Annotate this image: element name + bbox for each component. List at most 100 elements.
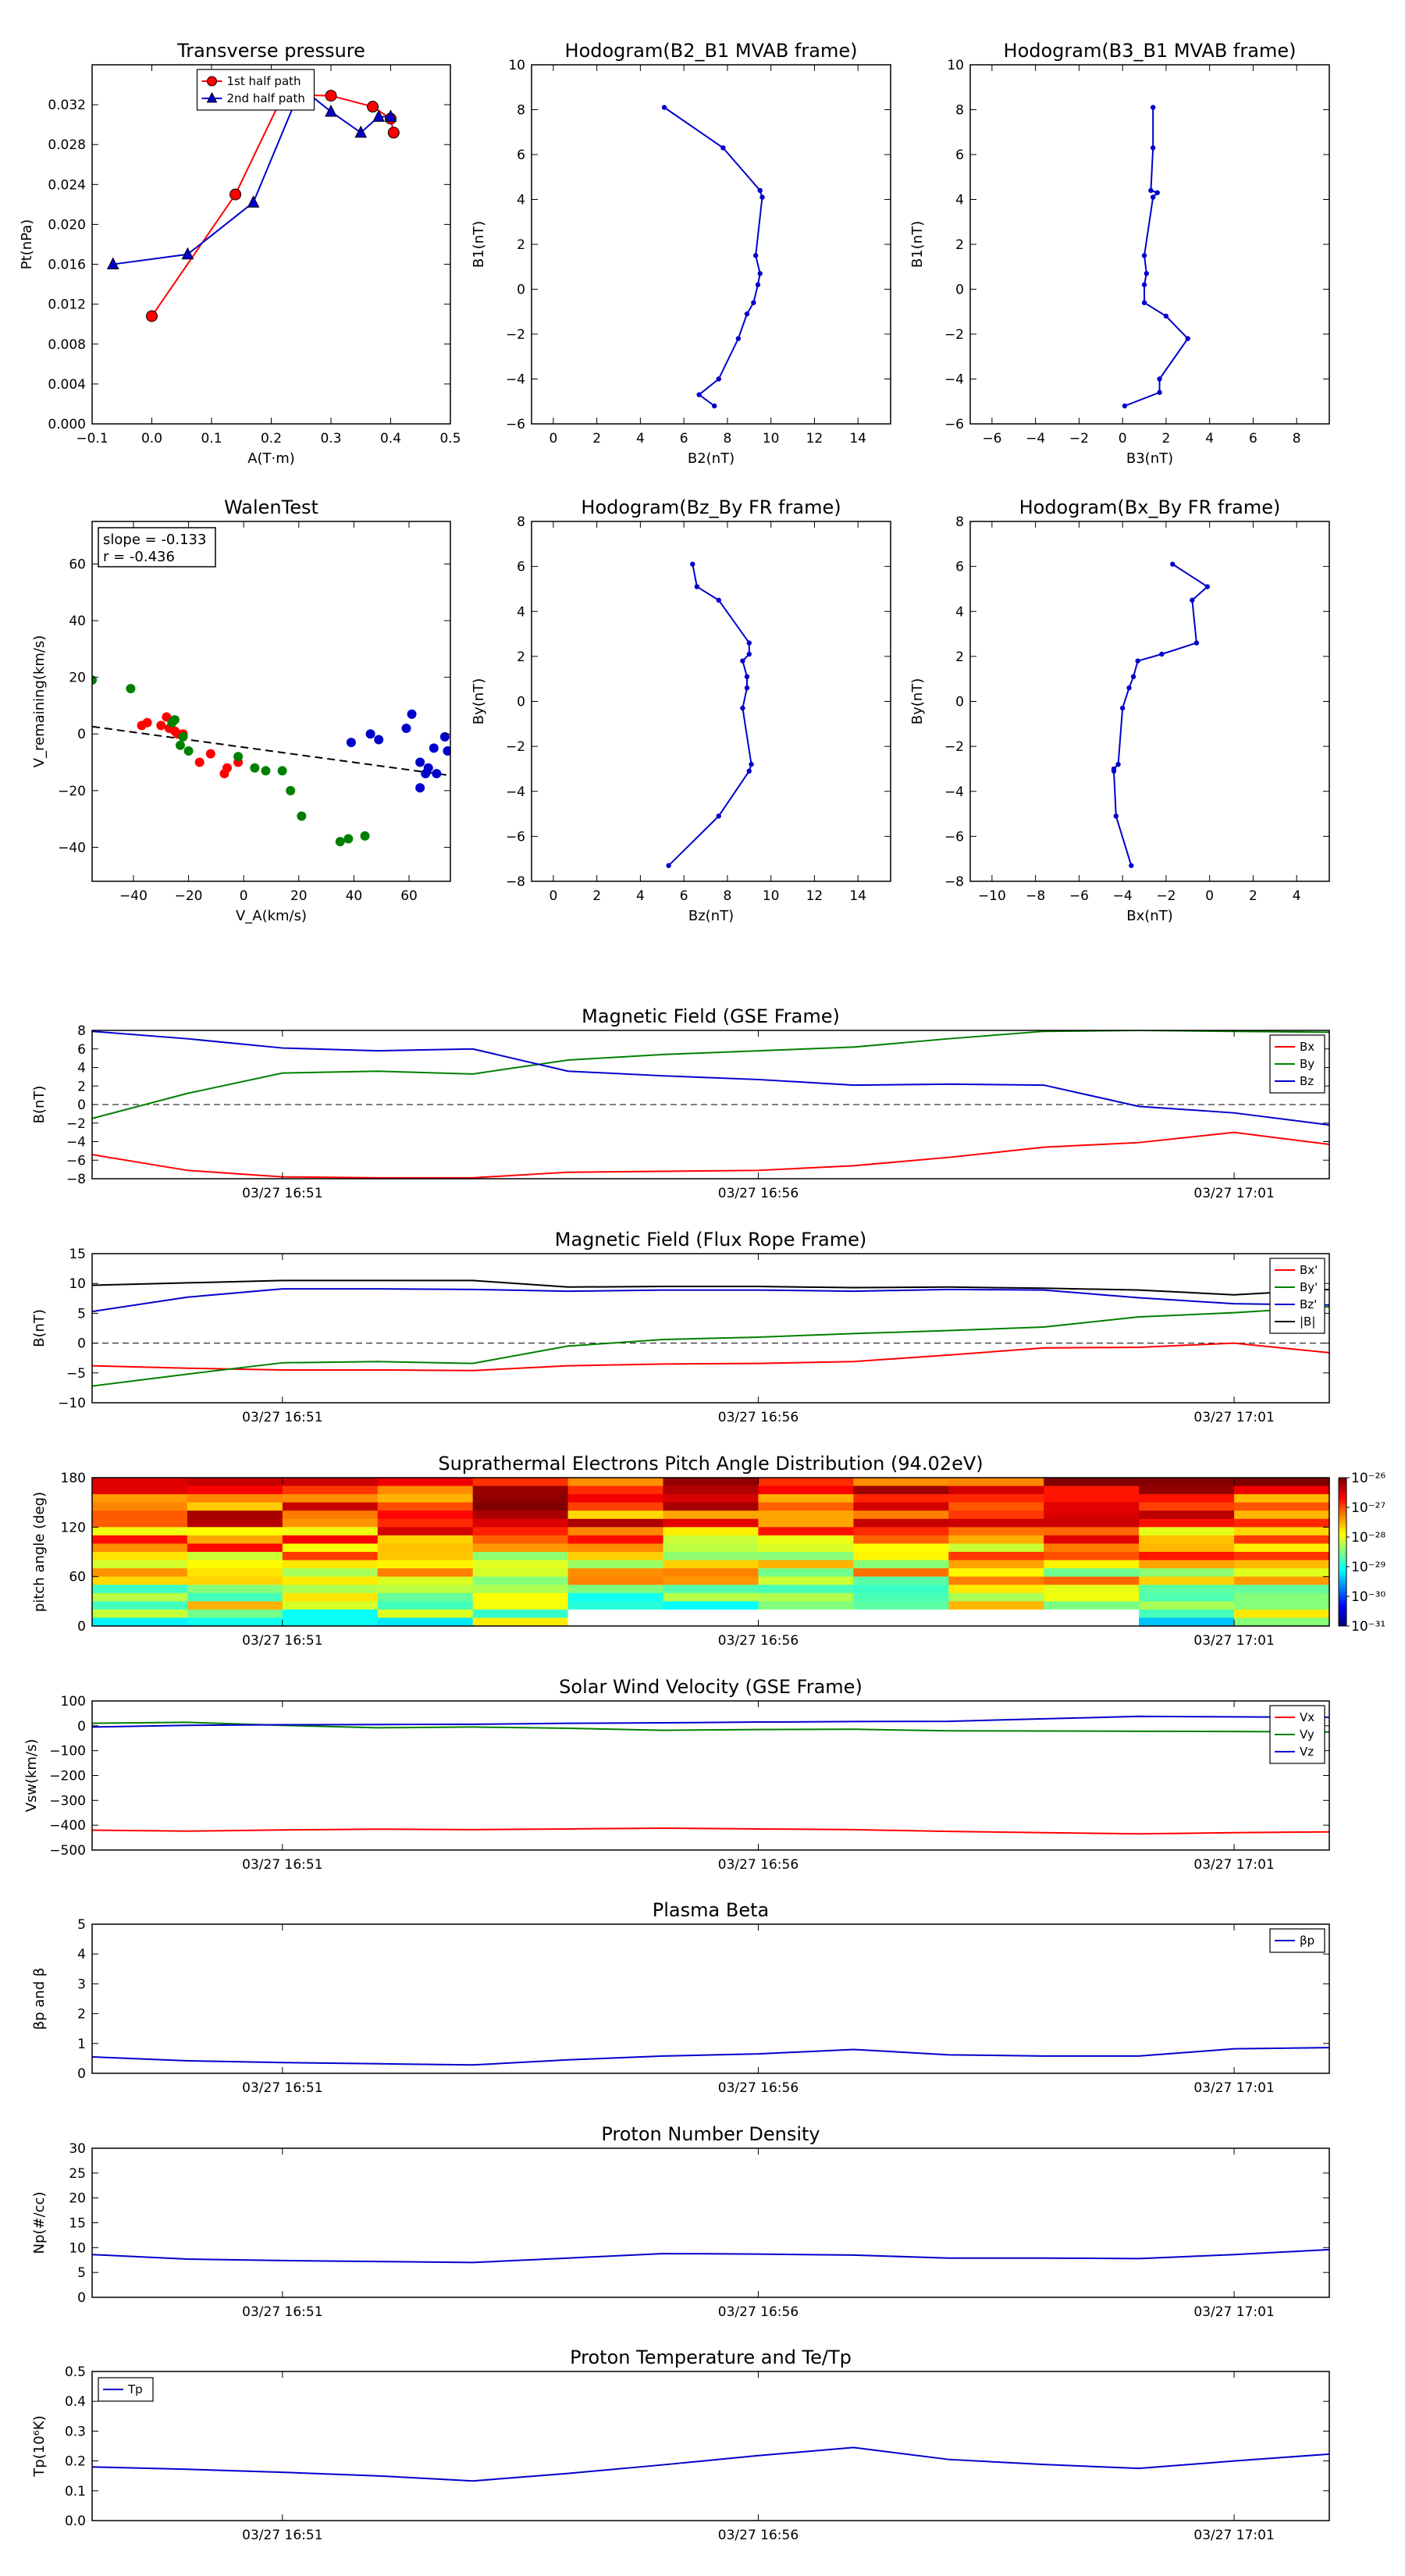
heatmap-cell	[758, 1552, 854, 1561]
data-point	[169, 715, 180, 725]
colorbar-tick-label: 10⁻²⁸	[1351, 1530, 1385, 1546]
heatmap-cell	[1139, 1552, 1235, 1561]
heatmap-cell	[1139, 1494, 1235, 1503]
heatmap-cell	[1234, 1494, 1329, 1503]
data-point	[746, 651, 752, 657]
y-tick-label: 6	[517, 560, 525, 575]
y-tick-label: 20	[69, 2191, 86, 2207]
data-point	[1111, 768, 1117, 774]
x-tick-label: 0.2	[261, 431, 282, 447]
data-point	[325, 90, 337, 102]
heatmap-cell	[282, 1592, 379, 1602]
colorbar: 10⁻²⁶ 10⁻²⁷ 10⁻²⁸ 10⁻²⁹ 10⁻³⁰ 10⁻³¹	[1338, 1471, 1385, 1635]
series-line	[92, 1305, 1329, 1387]
series-line	[92, 2248, 1329, 2264]
data-point	[740, 658, 745, 664]
data-point	[229, 188, 242, 201]
colorbar-segment	[1339, 1522, 1346, 1526]
y-axis-label: βp and β	[31, 1968, 48, 2030]
x-tick-label: 0	[240, 888, 248, 904]
y-tick-label: 15	[69, 2216, 86, 2232]
legend-marker	[206, 91, 218, 103]
heatmap-cell	[1044, 1485, 1140, 1495]
plot-area-walen	[92, 675, 450, 847]
y-tick-label: −2	[944, 739, 964, 755]
heatmap-cell	[663, 1518, 759, 1528]
y-tick-label: −10	[58, 1396, 86, 1411]
heatmap-cell	[663, 1585, 759, 1594]
heatmap-cell	[948, 1592, 1044, 1602]
heatmap-cell	[663, 1485, 759, 1495]
heatmap-cell	[1234, 1510, 1329, 1520]
chart-title: Solar Wind Velocity (GSE Frame)	[559, 1676, 863, 1698]
data-point	[694, 584, 700, 589]
heatmap-cell	[567, 1485, 664, 1495]
heatmap-cell	[1234, 1560, 1329, 1569]
heatmap-cell	[92, 1576, 188, 1585]
heatmap-cell	[92, 1592, 188, 1602]
y-tick-label: 2	[77, 2007, 86, 2023]
heatmap-cell	[377, 1535, 474, 1544]
colorbar-tick-label: 10⁻²⁷	[1351, 1500, 1385, 1516]
chart-bfr: Magnetic Field (Flux Rope Frame) 03/27 16…	[31, 1229, 1330, 1425]
colorbar-segment	[1339, 1560, 1346, 1564]
heatmap-cell	[758, 1518, 854, 1528]
data-point	[1150, 105, 1156, 110]
y-tick-label: 0	[955, 695, 964, 710]
heatmap-cell	[1234, 1527, 1329, 1536]
x-tick-label: 2	[592, 431, 601, 447]
y-tick-label: 0	[517, 695, 525, 710]
y-tick-label: −6	[506, 829, 525, 845]
heatmap-cell	[1234, 1592, 1329, 1602]
series-line	[112, 86, 391, 265]
legend-label: Vy	[1300, 1727, 1314, 1742]
series-line	[92, 1827, 1329, 1835]
heatmap-cell	[1234, 1576, 1329, 1585]
data-point	[92, 675, 97, 685]
data-point	[178, 731, 188, 742]
heatmap-cell	[853, 1502, 949, 1511]
heatmap-cell	[187, 1568, 283, 1578]
heatmap-cell	[377, 1592, 474, 1602]
data-point	[749, 761, 754, 767]
fit-line	[92, 725, 450, 777]
heatmap-cell	[1139, 1543, 1235, 1553]
y-tick-label: 0.2	[65, 2454, 86, 2470]
y-axis-label: Vsw(km/s)	[23, 1739, 40, 1813]
axes-frame	[91, 2147, 1330, 2298]
x-axis-label: B2(nT)	[688, 450, 735, 467]
legend-label: Bz	[1300, 1074, 1314, 1088]
heatmap-cell	[377, 1601, 474, 1610]
heatmap-cell	[1044, 1510, 1140, 1520]
y-tick-label: 0.4	[65, 2394, 86, 2410]
x-tick-label: 8	[723, 888, 731, 904]
legend-label: Bx	[1300, 1040, 1314, 1054]
heatmap-cell	[1139, 1535, 1235, 1544]
x-tick-label: −10	[978, 888, 1006, 904]
series-line	[92, 1131, 1329, 1179]
heatmap-cell	[1044, 1560, 1140, 1569]
chart-tpp: Proton Temperature and Te/Tp 03/27 16:51 0…	[31, 2347, 1330, 2543]
x-tick-label: 2	[592, 888, 601, 904]
data-point	[1113, 813, 1119, 819]
x-axis-label: Bx(nT)	[1126, 908, 1172, 924]
heatmap-cell	[377, 1585, 474, 1594]
heatmap-cell	[282, 1485, 379, 1495]
legend-label: Tp	[127, 2382, 143, 2396]
heatmap-cell	[187, 1494, 283, 1503]
heatmap-cell	[472, 1510, 569, 1520]
heatmap-cell	[663, 1560, 759, 1569]
chart-title: Hodogram(B2_B1 MVAB frame)	[565, 40, 858, 62]
heatmap-cell	[282, 1601, 379, 1610]
y-axis-label: By(nT)	[471, 678, 487, 724]
plot-area-tp	[106, 80, 400, 322]
heatmap-cell	[758, 1510, 854, 1520]
heatmap-cell	[1234, 1485, 1329, 1495]
series-line	[1113, 563, 1209, 866]
data-point	[384, 109, 397, 122]
data-point	[367, 101, 379, 113]
data-point	[1148, 187, 1154, 194]
data-point	[1185, 336, 1190, 341]
y-tick-label: 0.5	[65, 2364, 86, 2380]
heatmap-cell	[92, 1485, 188, 1495]
